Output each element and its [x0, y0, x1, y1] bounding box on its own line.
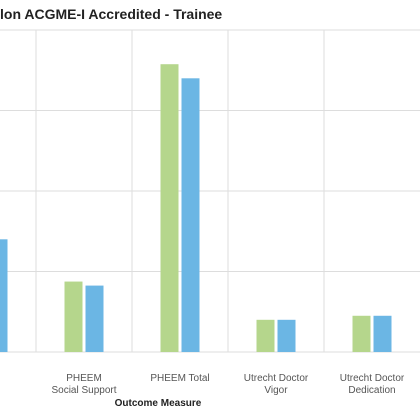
bar-s2-c4	[277, 319, 296, 352]
bar-s1-c4	[256, 319, 275, 352]
bar-s1-c5	[352, 315, 371, 352]
x-tick-label-c2-line1: PHEEM	[66, 373, 102, 384]
x-tick-label-c5-line2: Dedication	[348, 385, 395, 396]
x-tick-label-c5-line1: Utrecht Doctor	[340, 373, 405, 384]
x-tick-label-c4-line2: Vigor	[264, 385, 288, 396]
x-axis-label: Outcome Measure	[114, 398, 202, 409]
bar-s2-c1	[0, 239, 8, 352]
x-tick-label-c2-line2: Social Support	[51, 385, 116, 396]
chart-title: lon ACGME-I Accredited - Trainee	[0, 6, 223, 22]
bar-s2-c3	[181, 78, 200, 353]
bar-s1-c2	[64, 281, 83, 352]
bar-s2-c5	[373, 315, 392, 352]
x-tick-label-c4-line1: Utrecht Doctor	[244, 373, 309, 384]
bar-s2-c2	[85, 285, 104, 352]
x-tick-label-c3-line1: PHEEM Total	[150, 373, 209, 384]
bar-s1-c3	[160, 64, 179, 353]
